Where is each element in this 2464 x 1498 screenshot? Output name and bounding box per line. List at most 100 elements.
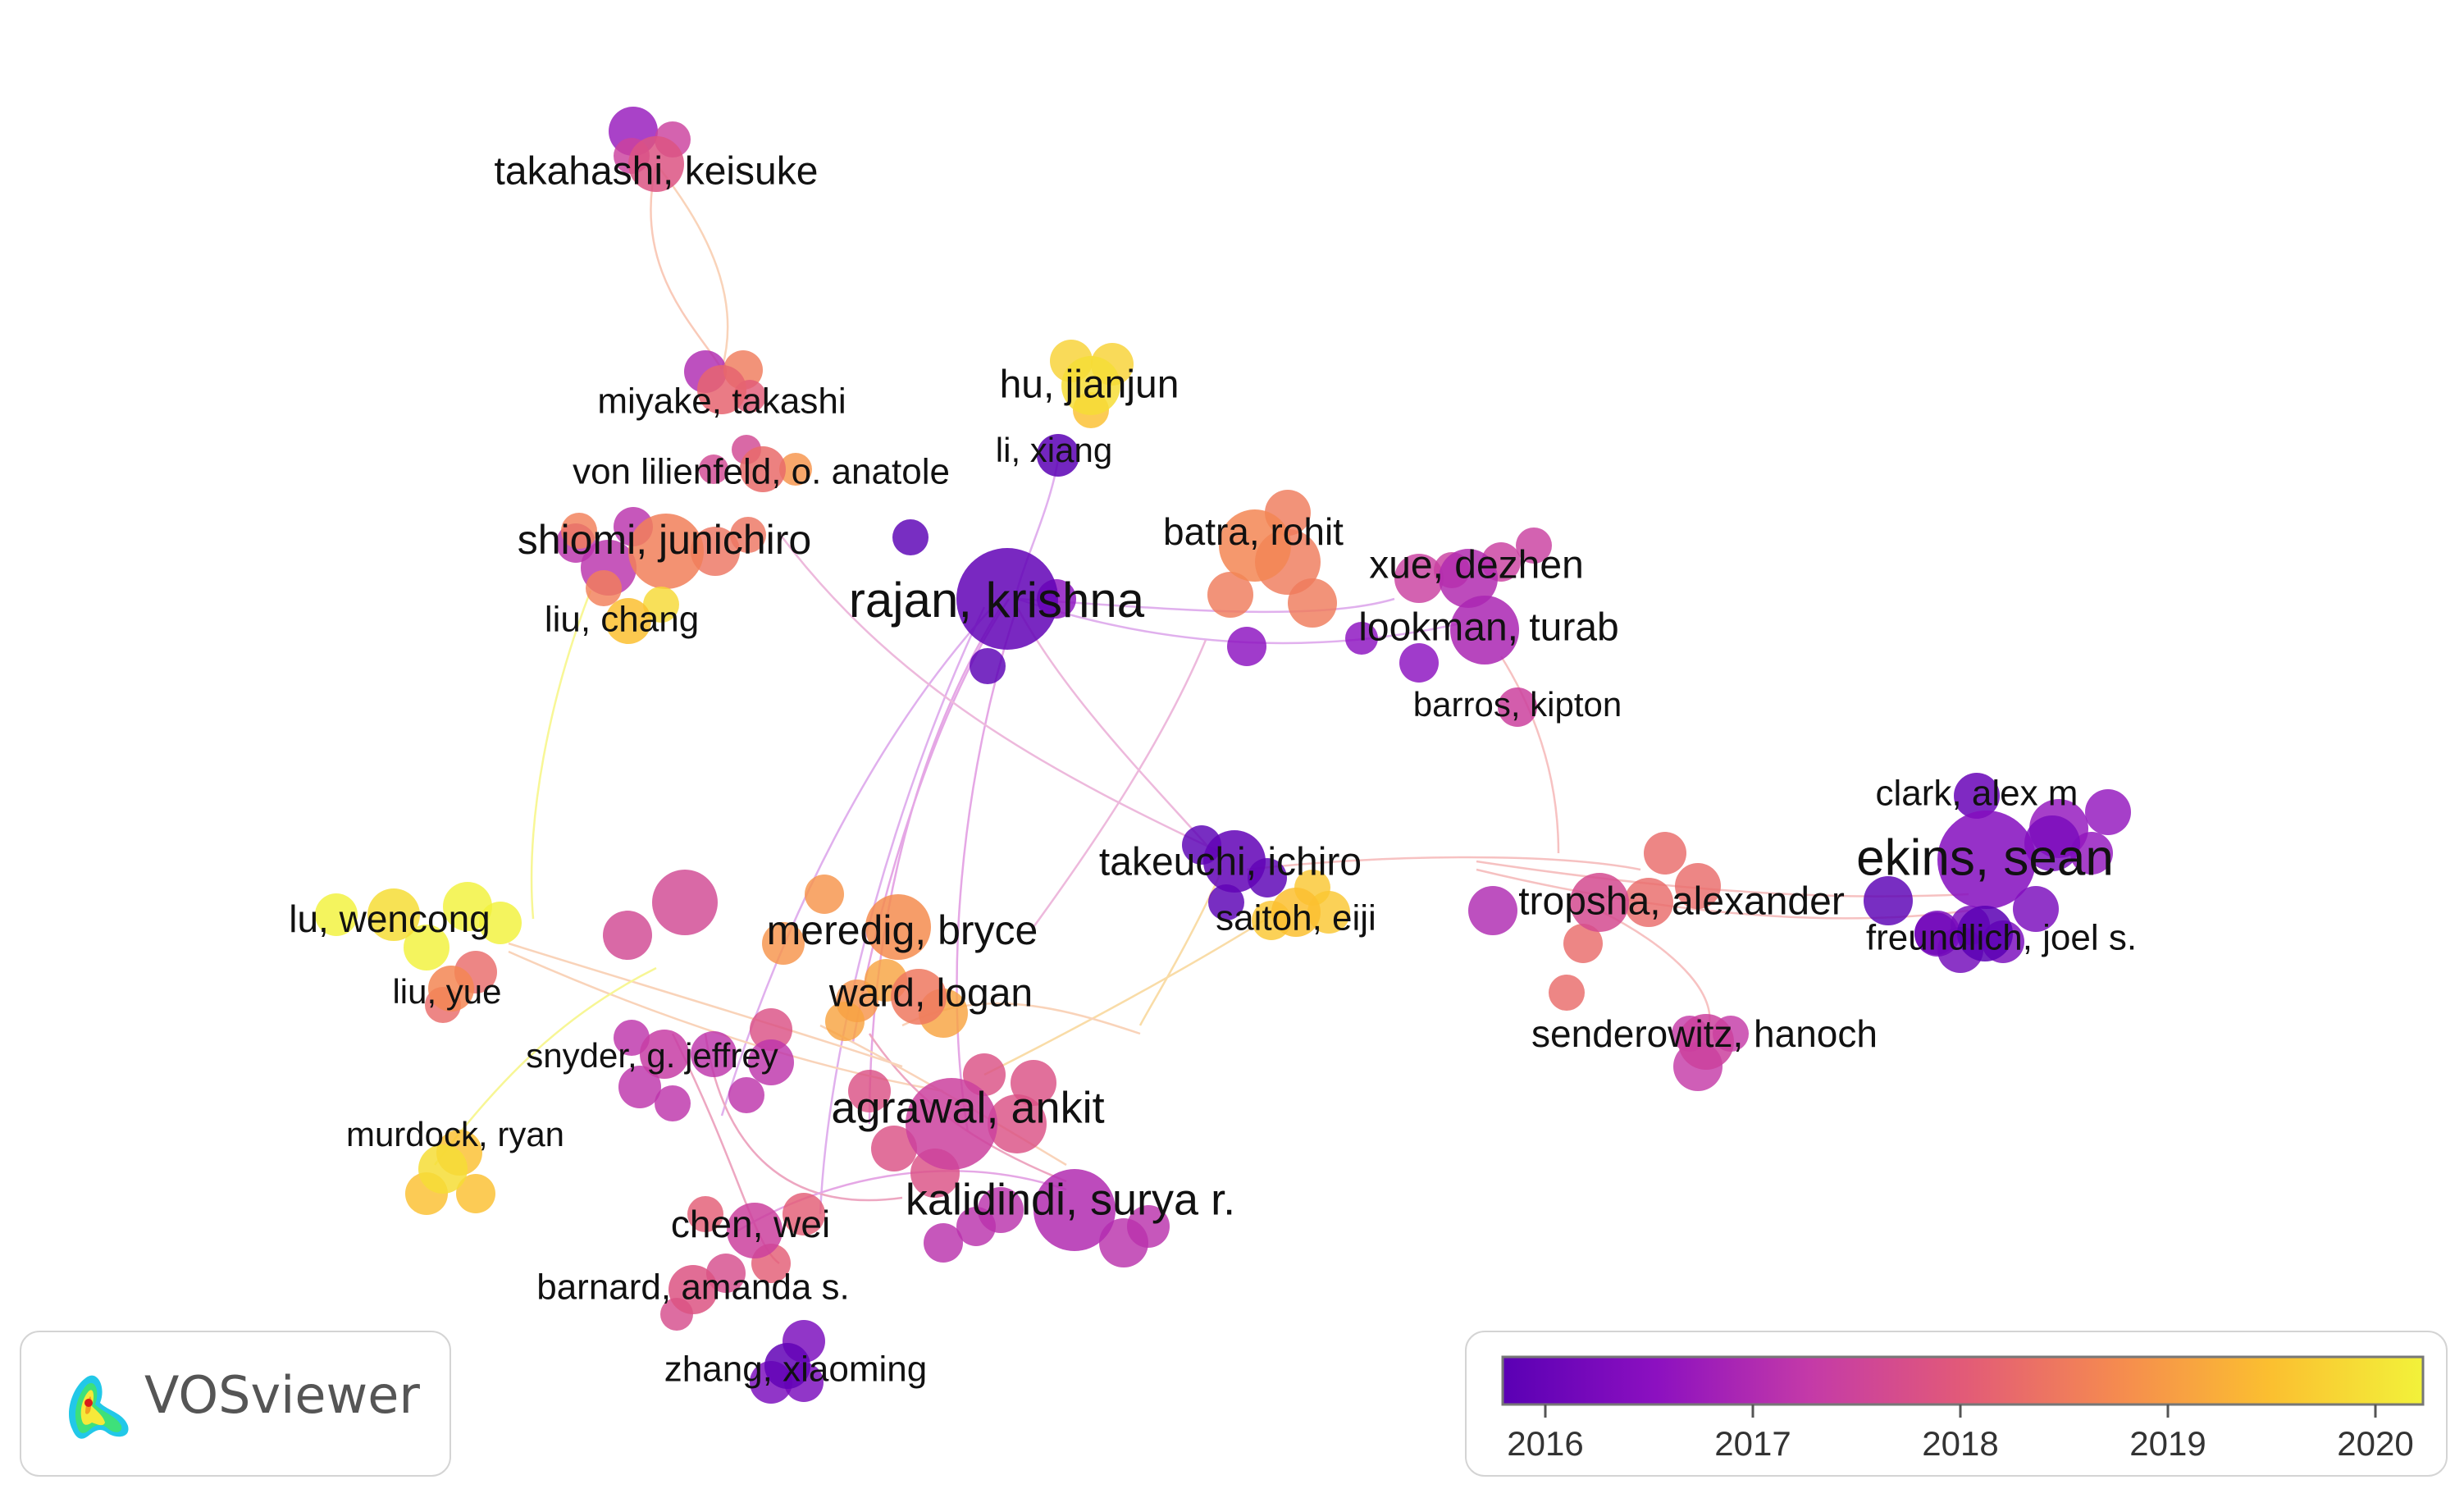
coauthor-node[interactable]: [1011, 1060, 1056, 1106]
author-label[interactable]: shiomi, junichiro: [518, 517, 811, 563]
author-node[interactable]: [740, 446, 786, 492]
author-node[interactable]: [367, 888, 420, 941]
coauthor-node[interactable]: [805, 875, 844, 914]
coauthor-node[interactable]: [1516, 527, 1552, 564]
author-label[interactable]: li, xiang: [996, 431, 1112, 469]
author-node[interactable]: [891, 969, 947, 1025]
author-node[interactable]: [1450, 596, 1519, 665]
coauthor-node[interactable]: [561, 513, 597, 549]
coauthor-node[interactable]: [691, 1031, 737, 1077]
author-node[interactable]: [1203, 830, 1266, 893]
coauthor-node[interactable]: [643, 587, 679, 623]
coauthor-node[interactable]: [1208, 884, 1244, 920]
coauthor-node[interactable]: [404, 925, 449, 971]
coauthor-node[interactable]: [750, 1008, 792, 1051]
coauthor-node[interactable]: [1549, 975, 1585, 1011]
coauthor-node[interactable]: [988, 1094, 1047, 1153]
author-label[interactable]: liu, chang: [545, 600, 699, 640]
author-node[interactable]: [428, 966, 474, 1012]
coauthor-node[interactable]: [730, 517, 766, 553]
author-node[interactable]: [1271, 888, 1321, 937]
coauthor-node[interactable]: [618, 1066, 661, 1108]
coauthor-node[interactable]: [603, 911, 652, 960]
coauthor-node[interactable]: [315, 893, 358, 936]
coauthor-node[interactable]: [614, 1020, 650, 1056]
author-label[interactable]: von lilienfeld, o. anatole: [573, 452, 950, 492]
coauthor-node[interactable]: [1394, 554, 1444, 603]
author-node[interactable]: [668, 1265, 718, 1314]
author-label[interactable]: murdock, ryan: [346, 1115, 564, 1153]
author-node[interactable]: [1037, 434, 1079, 477]
author-label[interactable]: freundlich, joel s.: [1866, 918, 2137, 958]
author-label[interactable]: senderowitz, hanoch: [1531, 1012, 1878, 1055]
author-node[interactable]: [727, 1203, 783, 1258]
author-label[interactable]: barros, kipton: [1413, 685, 1622, 724]
coauthor-node[interactable]: [1127, 1205, 1170, 1248]
coauthor-node[interactable]: [1624, 878, 1673, 927]
coauthor-node[interactable]: [956, 1207, 996, 1246]
author-label[interactable]: xue, dezhen: [1369, 544, 1584, 587]
author-node[interactable]: [418, 1144, 468, 1194]
author-node[interactable]: [697, 365, 746, 414]
coauthor-node[interactable]: [1227, 627, 1266, 666]
author-label[interactable]: miyake, takashi: [597, 381, 846, 422]
author-label[interactable]: snyder, g. jeffrey: [526, 1036, 778, 1075]
coauthor-node[interactable]: [871, 1126, 917, 1171]
coauthor-node[interactable]: [848, 1070, 891, 1112]
author-node[interactable]: [1937, 811, 2036, 909]
author-label[interactable]: ekins, sean: [1856, 829, 2114, 886]
author-label[interactable]: liu, yue: [392, 972, 501, 1011]
author-label[interactable]: saitoh, eiji: [1216, 898, 1376, 939]
author-label[interactable]: meredig, bryce: [767, 907, 1038, 953]
author-node[interactable]: [1954, 773, 2000, 819]
author-label[interactable]: takeuchi, ichiro: [1099, 841, 1362, 884]
author-node[interactable]: [1034, 1169, 1116, 1251]
author-label[interactable]: agrawal, ankit: [831, 1083, 1104, 1132]
author-node[interactable]: [764, 1343, 810, 1389]
author-node[interactable]: [906, 1078, 997, 1170]
coauthor-node[interactable]: [699, 454, 728, 484]
author-label[interactable]: hu, jianjun: [1000, 363, 1180, 407]
author-node[interactable]: [1219, 509, 1291, 582]
coauthor-node[interactable]: [892, 519, 929, 555]
author-node[interactable]: [640, 1030, 689, 1079]
coauthor-node[interactable]: [1675, 863, 1721, 909]
author-label[interactable]: zhang, xiaoming: [664, 1350, 927, 1390]
coauthor-node[interactable]: [1914, 912, 1957, 955]
author-label[interactable]: rajan, krishna: [849, 573, 1145, 628]
coauthor-node[interactable]: [970, 648, 1006, 684]
coauthor-node[interactable]: [825, 1002, 865, 1041]
coauthor-node[interactable]: [2070, 832, 2113, 875]
coauthor-node[interactable]: [2013, 886, 2059, 932]
coauthor-node[interactable]: [479, 902, 522, 944]
author-label[interactable]: tropsha, alexander: [1518, 880, 1845, 924]
author-label[interactable]: lookman, turab: [1358, 606, 1619, 650]
coauthor-node[interactable]: [1864, 876, 1913, 925]
author-label[interactable]: clark, alex m: [1876, 774, 2078, 814]
coauthor-node[interactable]: [1288, 578, 1337, 628]
coauthor-node[interactable]: [1468, 886, 1517, 935]
author-node[interactable]: [1498, 687, 1537, 727]
coauthor-node[interactable]: [655, 1085, 691, 1121]
coauthor-node[interactable]: [652, 870, 718, 935]
author-label[interactable]: kalidindi, surya r.: [906, 1175, 1235, 1224]
coauthor-node[interactable]: [1399, 643, 1439, 683]
coauthor-node[interactable]: [1563, 924, 1603, 963]
coauthor-node[interactable]: [2024, 815, 2080, 871]
author-node[interactable]: [1678, 1014, 1734, 1070]
author-node[interactable]: [605, 598, 651, 644]
author-node[interactable]: [628, 136, 684, 192]
coauthor-node[interactable]: [456, 1174, 495, 1213]
author-label[interactable]: barnard, amanda s.: [536, 1267, 850, 1308]
coauthor-node[interactable]: [687, 1196, 723, 1232]
coauthor-node[interactable]: [924, 1223, 963, 1263]
coauthor-node[interactable]: [783, 1193, 825, 1235]
coauthor-node[interactable]: [748, 1039, 794, 1085]
author-node[interactable]: [1570, 873, 1629, 932]
author-label[interactable]: takahashi, keisuke: [495, 150, 819, 194]
coauthor-node[interactable]: [2085, 789, 2131, 835]
coauthor-node[interactable]: [1345, 622, 1378, 655]
coauthor-node[interactable]: [762, 922, 805, 965]
author-label[interactable]: chen, wei: [671, 1203, 830, 1245]
coauthor-node[interactable]: [1644, 832, 1686, 875]
